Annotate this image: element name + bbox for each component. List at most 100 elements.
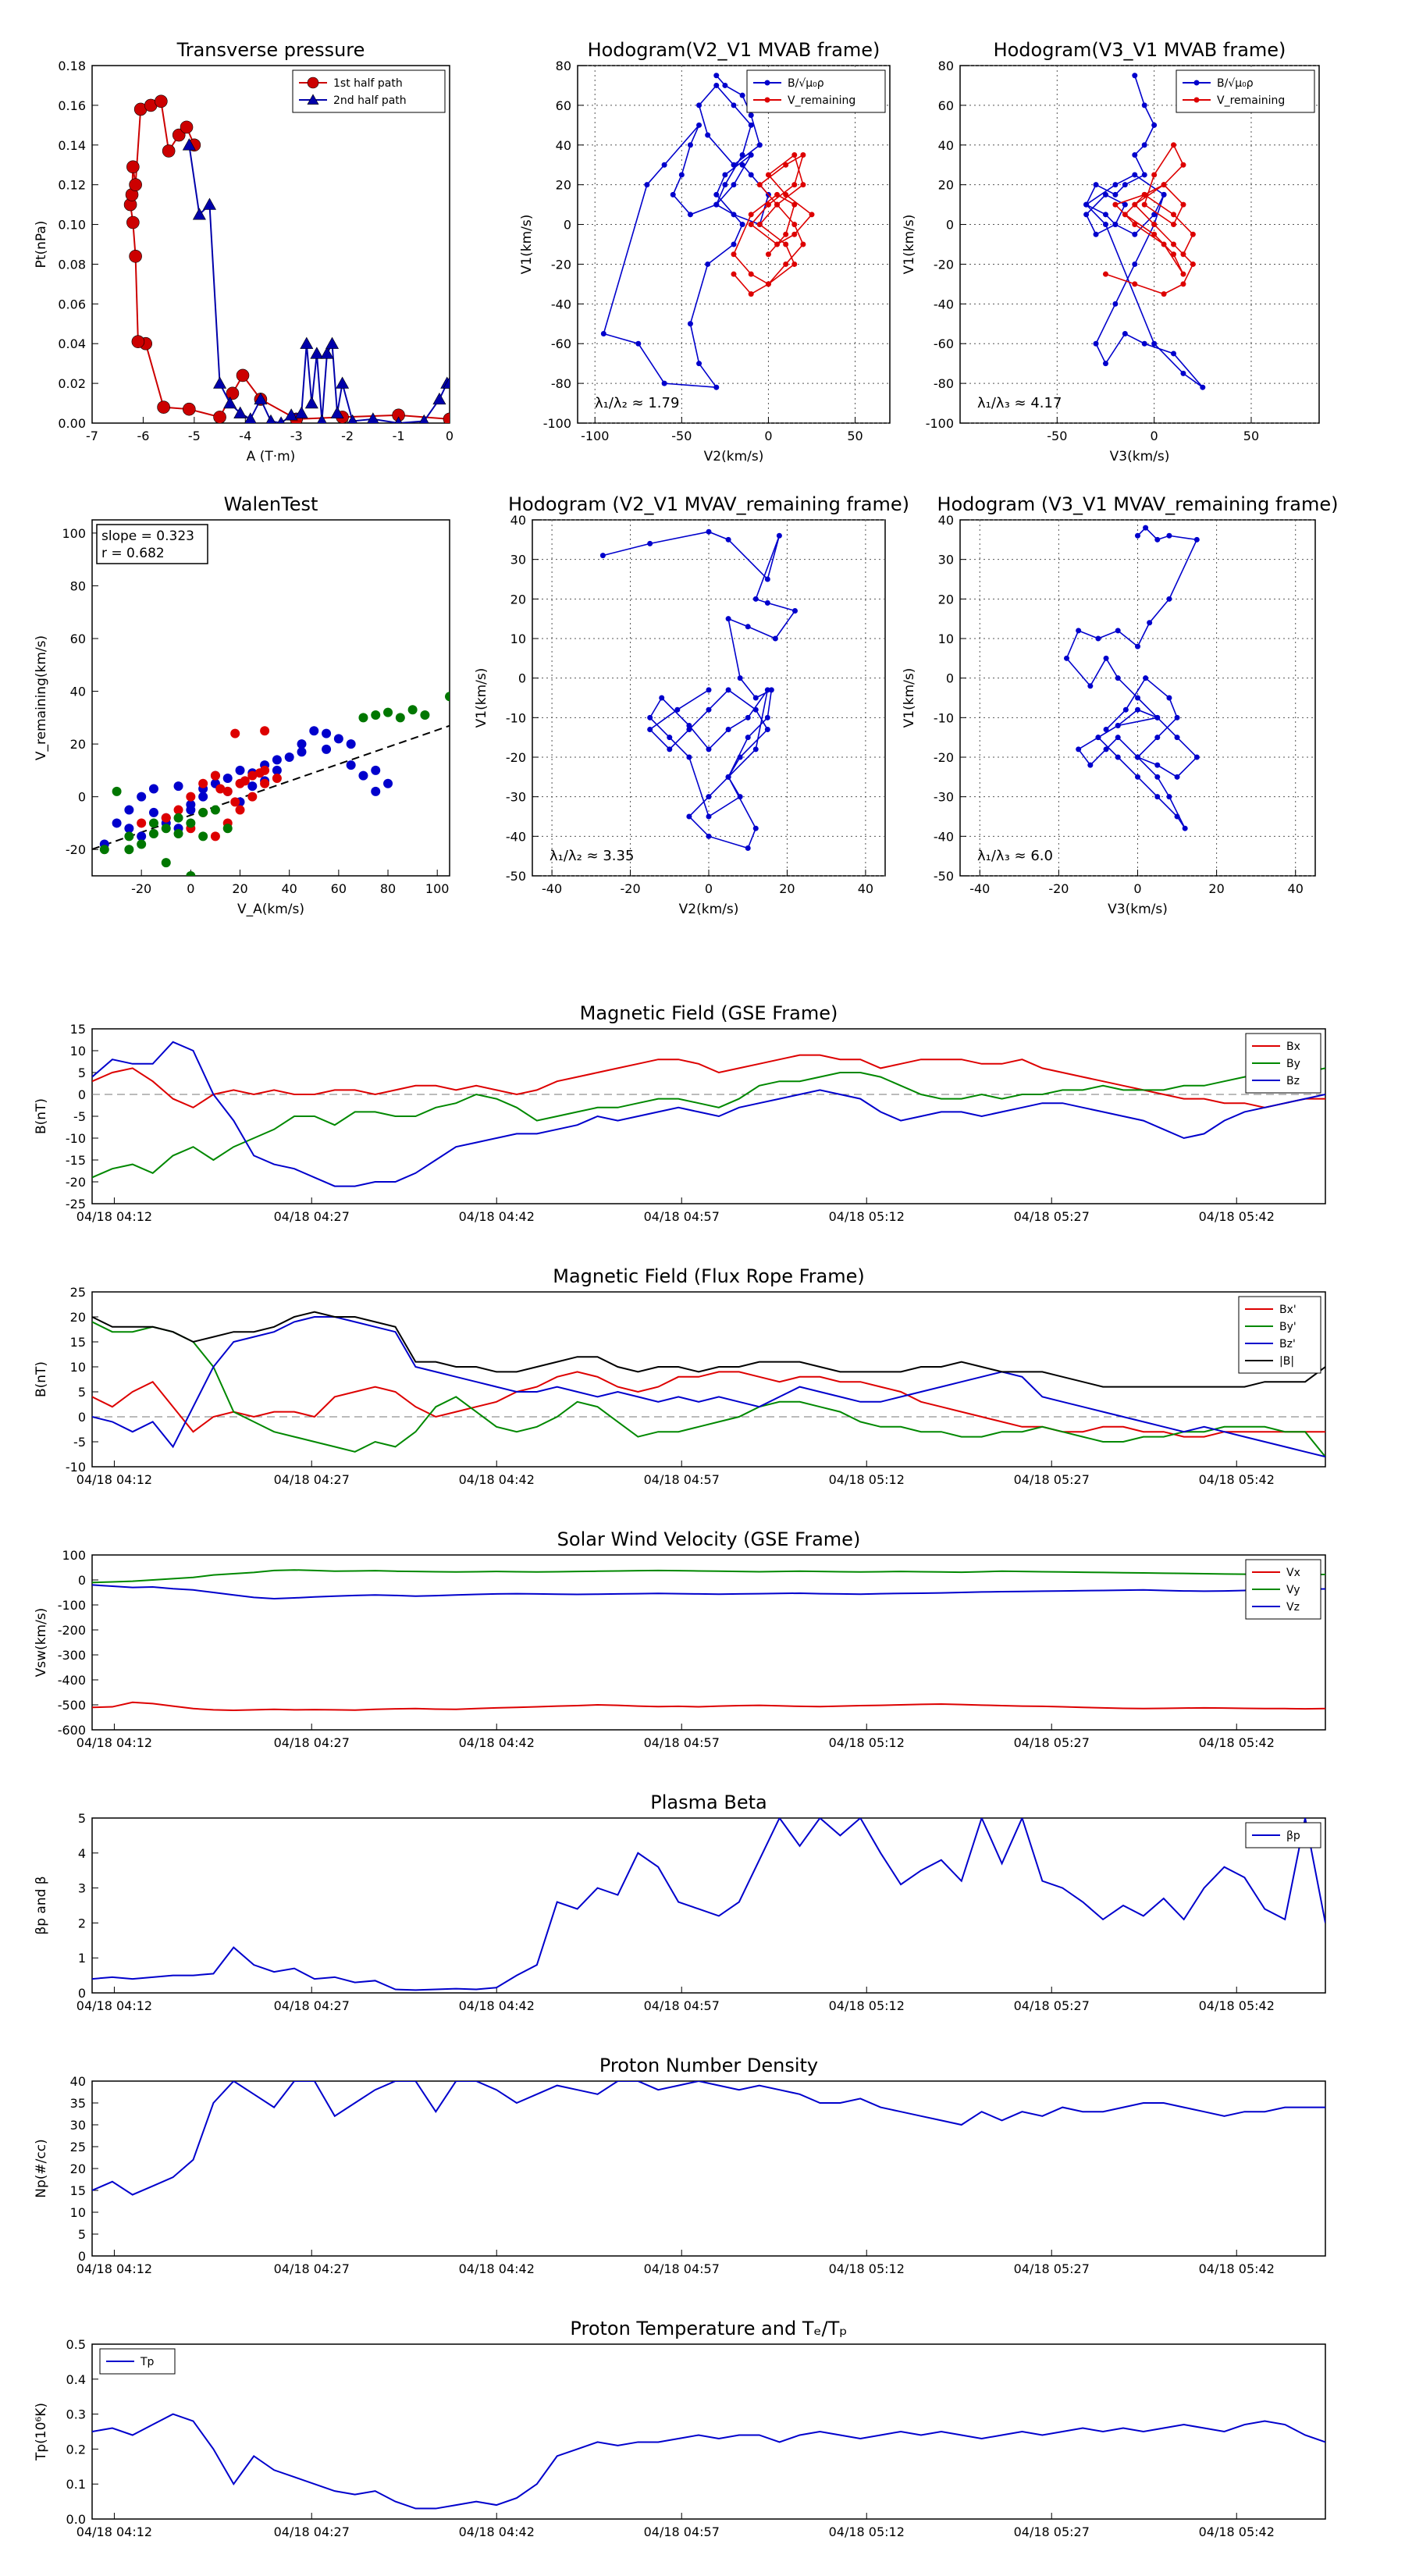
data-point [1180,370,1186,376]
data-point [1103,655,1109,661]
data-point [748,172,754,178]
data-point [358,713,368,723]
legend-label: Bx [1286,1041,1300,1053]
time-tick-label: 04/18 04:27 [274,2261,350,2276]
data-point [731,162,737,168]
data-point [647,714,653,720]
plot-area [91,1291,1326,1468]
y-tick-label: -500 [58,1698,86,1713]
data-point [1115,675,1121,681]
data-point [260,726,270,736]
y-tick-label: -400 [58,1673,86,1688]
x-tick-label: 0 [764,429,772,443]
fit-line [92,724,450,850]
data-point [686,722,692,728]
plot-area [91,1554,1326,1731]
y-tick-label: 15 [70,1022,86,1037]
time-tick-label: 04/18 04:57 [644,1209,720,1224]
data-point [772,635,778,642]
data-point [705,261,711,267]
y-tick-label: -20 [934,750,954,765]
plot-layer [92,1569,1325,1712]
time-tick-label: 04/18 04:42 [459,1998,535,2013]
y-tick-label: -20 [551,257,571,272]
data-point [124,824,134,834]
y-tick-label: 80 [938,59,954,73]
data-point [686,754,692,760]
data-point [647,727,653,733]
data-point [800,241,806,247]
data-point [791,222,798,228]
data-point [1154,714,1161,720]
data-point [1166,596,1172,602]
data-point [809,212,815,218]
y-tick-label: 0 [78,790,86,805]
data-point [1161,191,1167,197]
data-point [394,416,403,423]
data-point [800,182,806,188]
legend: Vx Vy Vz [1245,1559,1321,1620]
y-tick-label: -40 [506,829,526,844]
time-tick-label: 04/18 04:42 [459,2261,535,2276]
data-point [1161,241,1167,247]
data-point [1122,201,1128,208]
plot-area [91,1817,1326,1994]
y-axis-label: B(nT) [34,1098,49,1134]
data-point [764,80,770,86]
y-tick-label: -100 [58,1598,86,1613]
x-tick-label: 40 [858,881,873,896]
x-tick-label: -4 [239,429,251,443]
data-point [752,746,759,753]
y-tick-label: 0 [78,1410,86,1425]
legend: 1st half path 2nd half path [292,69,446,113]
y-tick-label: 0.04 [58,336,86,351]
x-axis-label: V3(km/s) [1108,902,1168,917]
y-tick-label: -20 [66,842,86,857]
y-axis-label: V_remaining(km/s) [34,635,49,760]
plot-area [91,2343,1326,2520]
data-point [752,596,759,602]
data-point [1135,774,1140,780]
time-tick-label: 04/18 05:27 [1014,1209,1090,1224]
data-point [222,774,233,784]
y-tick-label: 30 [510,553,526,568]
data-point [247,792,258,802]
plot-layer [92,2081,1325,2196]
y-tick-label: -30 [934,790,954,805]
data-point [443,376,450,389]
data-point [235,805,245,815]
data-point [186,871,196,876]
data-point [277,416,285,423]
data-point [731,102,737,109]
time-tick-label: 04/18 04:12 [76,1209,152,1224]
data-point [659,695,665,701]
y-axis-label: Tp(10⁶K) [34,2403,49,2461]
data-point [1132,73,1138,79]
series-βp [92,1818,1325,1991]
time-tick-label: 04/18 04:12 [76,1735,152,1750]
legend-label: Vx [1286,1567,1300,1579]
legend-label: |B| [1279,1355,1294,1368]
series-Vx [92,1701,1325,1712]
plot-layer [599,528,798,852]
y-tick-label: 80 [70,578,86,593]
data-point [674,706,681,713]
data-point [670,191,676,197]
chart-title: Magnetic Field (GSE Frame) [580,1002,838,1024]
y-tick-label: 25 [70,1285,86,1300]
y-tick-label: -50 [934,869,954,884]
data-point [432,392,446,405]
series-Bz' [92,1316,1325,1458]
x-tick-label: 20 [1208,881,1224,896]
data-point [443,412,450,423]
data-point [1151,122,1158,128]
y-tick-label: 40 [938,513,954,528]
data-point [148,828,158,838]
legend-label: By' [1279,1321,1297,1333]
data-point [161,813,171,823]
data-point [1151,212,1158,218]
data-point [745,714,751,720]
data-point [1135,695,1140,701]
data-point [706,813,712,820]
data-point [722,182,728,188]
